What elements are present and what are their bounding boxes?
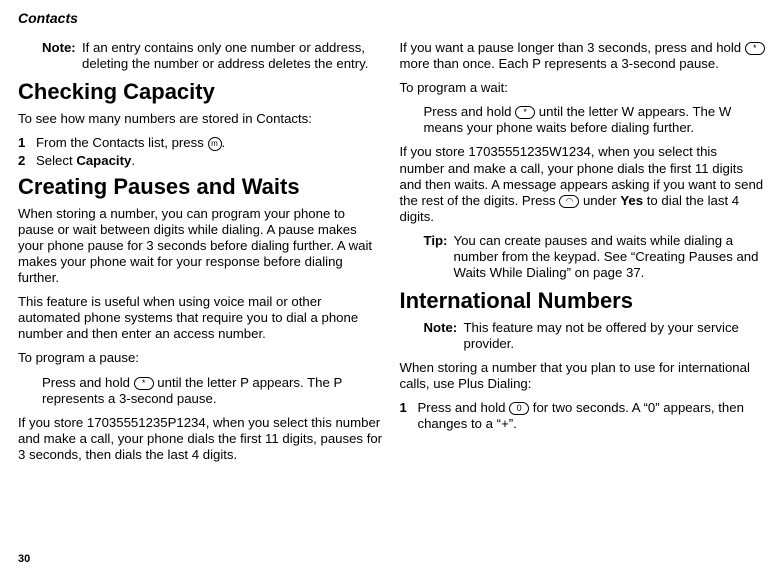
r4b: under <box>579 193 620 208</box>
p5-pre: Press and hold <box>42 375 134 390</box>
p-when-storing: When storing a number, you can program y… <box>18 206 384 286</box>
step-text: From the Contacts list, press m. <box>36 135 384 151</box>
p-press-hold-pause: Press and hold * until the letter P appe… <box>42 375 384 407</box>
left-column: Note: If an entry contains only one numb… <box>18 40 384 463</box>
intl-pre: Press and hold <box>418 400 510 415</box>
p-example-wait: If you store 17035551235W1234, when you … <box>400 144 766 224</box>
columns: Note: If an entry contains only one numb… <box>18 40 765 463</box>
step-number: 1 <box>18 135 36 151</box>
p-example-pause: If you store 17035551235P1234, when you … <box>18 415 384 463</box>
step-number: 1 <box>400 400 418 432</box>
zero-key-icon: 0 <box>509 402 529 415</box>
note-text: This feature may not be offered by your … <box>464 320 766 352</box>
p-program-pause: To program a pause: <box>18 350 384 366</box>
step-text: Select Capacity. <box>36 153 384 169</box>
step-number: 2 <box>18 153 36 169</box>
right-column: If you want a pause longer than 3 second… <box>400 40 766 463</box>
running-head: Contacts <box>18 10 765 26</box>
r1-post: more than once. Each P represents a 3-se… <box>400 56 719 71</box>
note-block: Note: If an entry contains only one numb… <box>42 40 384 72</box>
step2-post: . <box>131 153 135 168</box>
menu-key-icon: m <box>208 137 222 151</box>
p-contacts-stored: To see how many numbers are stored in Co… <box>18 111 384 127</box>
step-1-intl: 1 Press and hold 0 for two seconds. A “0… <box>400 400 766 432</box>
r3-pre: Press and hold <box>424 104 516 119</box>
p-plus-dialing: When storing a number that you plan to u… <box>400 360 766 392</box>
note-label: Note: <box>424 320 464 352</box>
heading-checking-capacity: Checking Capacity <box>18 80 384 105</box>
p-press-hold-wait: Press and hold * until the letter W appe… <box>424 104 766 136</box>
star-key-icon: * <box>515 106 535 119</box>
page-number: 30 <box>18 553 30 565</box>
heading-creating-pauses: Creating Pauses and Waits <box>18 175 384 200</box>
tip-label: Tip: <box>424 233 454 281</box>
note-label: Note: <box>42 40 82 72</box>
note-text: If an entry contains only one number or … <box>82 40 384 72</box>
yes-label: Yes <box>620 193 643 208</box>
tip-block: Tip: You can create pauses and waits whi… <box>424 233 766 281</box>
step1-pre: From the Contacts list, press <box>36 135 208 150</box>
r1-pre: If you want a pause longer than 3 second… <box>400 40 745 55</box>
heading-international: International Numbers <box>400 289 766 314</box>
step2-pre: Select <box>36 153 76 168</box>
step-2: 2 Select Capacity. <box>18 153 384 169</box>
star-key-icon: * <box>745 42 765 55</box>
step-text: Press and hold 0 for two seconds. A “0” … <box>418 400 766 432</box>
step1-post: . <box>222 135 226 150</box>
page: Contacts Note: If an entry contains only… <box>0 0 783 573</box>
step-1: 1 From the Contacts list, press m. <box>18 135 384 151</box>
softkey-icon: ◠ <box>559 195 579 208</box>
p-longer-pause: If you want a pause longer than 3 second… <box>400 40 766 72</box>
p-program-wait: To program a wait: <box>400 80 766 96</box>
note-block-right: Note: This feature may not be offered by… <box>424 320 766 352</box>
tip-text: You can create pauses and waits while di… <box>454 233 766 281</box>
capacity-label: Capacity <box>76 153 131 168</box>
star-key-icon: * <box>134 377 154 390</box>
p-useful: This feature is useful when using voice … <box>18 294 384 342</box>
